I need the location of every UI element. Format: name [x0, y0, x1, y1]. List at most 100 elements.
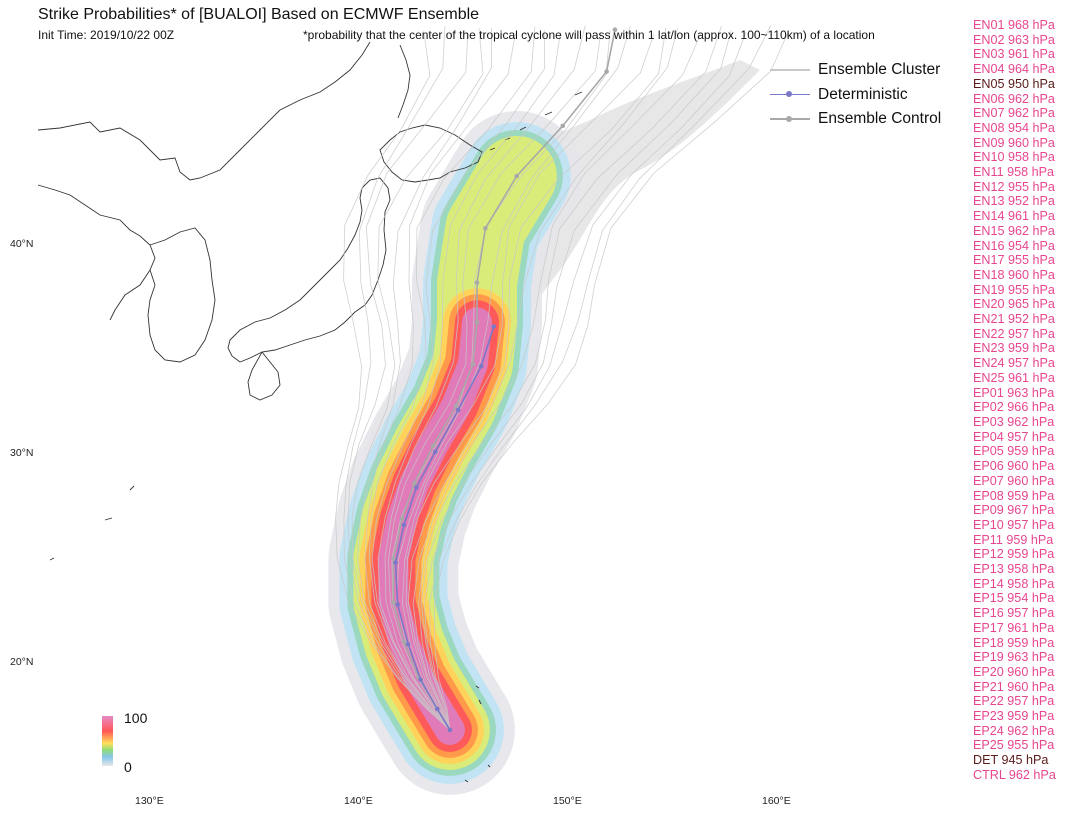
- colorbar-min-label: 0: [124, 759, 132, 775]
- member-item: EP08 959 hPa: [973, 488, 1055, 503]
- member-item: EP12 959 hPa: [973, 547, 1055, 562]
- ensemble-track-line: [351, 28, 484, 731]
- lat-label-40n: 40°N: [10, 238, 34, 250]
- ensemble-track-line: [405, 27, 667, 731]
- control-track-point: [483, 225, 488, 231]
- ensemble-track-line: [368, 26, 536, 731]
- control-track-line: [392, 29, 616, 731]
- member-item: EP24 962 hPa: [973, 723, 1055, 738]
- member-item: CTRL 962 hPa: [973, 767, 1056, 782]
- legend-item-control: Ensemble Control: [770, 107, 941, 132]
- member-item: EN16 954 hPa: [973, 238, 1055, 253]
- deterministic-track-point: [435, 706, 440, 712]
- member-item: EP01 963 hPa: [973, 385, 1055, 400]
- member-item: EN02 963 hPa: [973, 32, 1055, 47]
- probability-colorbar: [102, 716, 113, 766]
- member-item: EN03 961 hPa: [973, 47, 1055, 62]
- member-item: EP06 960 hPa: [973, 459, 1055, 474]
- legend-deterministic-label: Deterministic: [818, 85, 908, 103]
- legend-item-deterministic: Deterministic: [770, 83, 941, 108]
- ensemble-track-line: [407, 28, 678, 731]
- member-item: EN10 958 hPa: [973, 150, 1055, 165]
- member-item: EN24 957 hPa: [973, 356, 1055, 371]
- member-item: EN21 952 hPa: [973, 312, 1055, 327]
- ensemble-member-list: EN01 968 hPa EN02 963 hPa EN03 961 hPa EN04…: [973, 18, 1068, 783]
- member-item: EP22 957 hPa: [973, 694, 1055, 709]
- ensemble-track-line: [423, 31, 747, 730]
- member-item: EN15 962 hPa: [973, 223, 1055, 238]
- deterministic-track-point: [405, 641, 411, 647]
- footnote: *probability that the center of the trop…: [303, 28, 875, 42]
- deterministic-track-point: [393, 560, 398, 565]
- control-track-point: [514, 173, 520, 179]
- member-item: EP05 959 hPa: [973, 444, 1055, 459]
- ensemble-track-line: [412, 33, 702, 731]
- member-item: EP23 959 hPa: [973, 709, 1055, 724]
- ensemble-track-line: [335, 30, 451, 731]
- member-item: EP14 958 hPa: [973, 576, 1055, 591]
- ensemble-track-line: [377, 32, 561, 731]
- control-track-point: [430, 443, 436, 448]
- member-item: EP21 960 hPa: [973, 679, 1055, 694]
- ensemble-track-line: [429, 25, 772, 730]
- member-item: EN18 960 hPa: [973, 267, 1055, 282]
- member-item: EP17 961 hPa: [973, 620, 1055, 635]
- member-item: EN17 955 hPa: [973, 253, 1055, 268]
- legend-cluster-label: Ensemble Cluster: [818, 61, 941, 79]
- member-item: DET 945 hPa: [973, 753, 1049, 768]
- control-track-point: [604, 69, 609, 74]
- ensemble-track-line: [371, 30, 546, 731]
- member-item: EP10 957 hPa: [973, 517, 1055, 532]
- member-item: EN13 952 hPa: [973, 194, 1055, 209]
- control-track-point: [612, 27, 618, 33]
- lat-label-30n: 30°N: [10, 447, 34, 459]
- lat-label-20n: 20°N: [10, 656, 34, 668]
- member-item: EP25 955 hPa: [973, 738, 1055, 753]
- member-item: EN25 961 hPa: [973, 370, 1055, 385]
- control-track-point: [560, 123, 566, 129]
- member-item: EP07 960 hPa: [973, 473, 1055, 488]
- deterministic-track-point: [491, 324, 497, 329]
- ensemble-track-line: [364, 33, 516, 731]
- deterministic-track-point: [395, 602, 400, 607]
- ensemble-track-line: [384, 25, 586, 731]
- lon-label-150e: 150°E: [553, 795, 582, 807]
- control-track-point: [474, 280, 480, 285]
- control-track-point: [474, 320, 480, 325]
- member-item: EP04 957 hPa: [973, 429, 1055, 444]
- member-item: EN01 968 hPa: [973, 18, 1055, 32]
- member-item: EP11 959 hPa: [973, 532, 1054, 547]
- legend-item-cluster: Ensemble Cluster: [770, 58, 941, 83]
- lon-label-140e: 140°E: [344, 795, 373, 807]
- legend-control-swatch: [770, 114, 810, 124]
- ensemble-track-line: [387, 32, 602, 731]
- legend-cluster-swatch: [770, 65, 810, 75]
- ensemble-track-line: [401, 33, 655, 731]
- legend-control-label: Ensemble Control: [818, 110, 942, 128]
- control-track-point: [453, 403, 459, 409]
- member-item: EN05 950 hPa: [973, 76, 1055, 91]
- deterministic-track-point: [455, 407, 461, 413]
- member-item: EP02 966 hPa: [973, 400, 1055, 415]
- control-track-point: [391, 556, 396, 561]
- member-item: EN09 960 hPa: [973, 135, 1055, 150]
- member-item: EP15 954 hPa: [973, 591, 1055, 606]
- member-item: EN07 962 hPa: [973, 106, 1055, 121]
- colorbar-max-label: 100: [124, 710, 148, 726]
- legend-deterministic-swatch: [770, 90, 810, 100]
- member-item: EN04 964 hPa: [973, 62, 1055, 77]
- control-track-point: [401, 639, 407, 645]
- chart-title: Strike Probabilities* of [BUALOI] Based …: [38, 6, 480, 23]
- member-item: EP18 959 hPa: [973, 635, 1055, 650]
- deterministic-track-point: [418, 677, 423, 683]
- deterministic-track-point: [414, 485, 419, 490]
- member-item: EN11 958 hPa: [973, 165, 1054, 180]
- control-track-point: [391, 600, 396, 605]
- deterministic-track-line: [394, 326, 495, 731]
- ensemble-track-line: [396, 26, 631, 731]
- control-track-point: [399, 516, 405, 522]
- ensemble-cluster-tracks: [335, 25, 789, 731]
- member-item: EN06 962 hPa: [973, 91, 1055, 106]
- member-item: EN20 965 hPa: [973, 297, 1055, 312]
